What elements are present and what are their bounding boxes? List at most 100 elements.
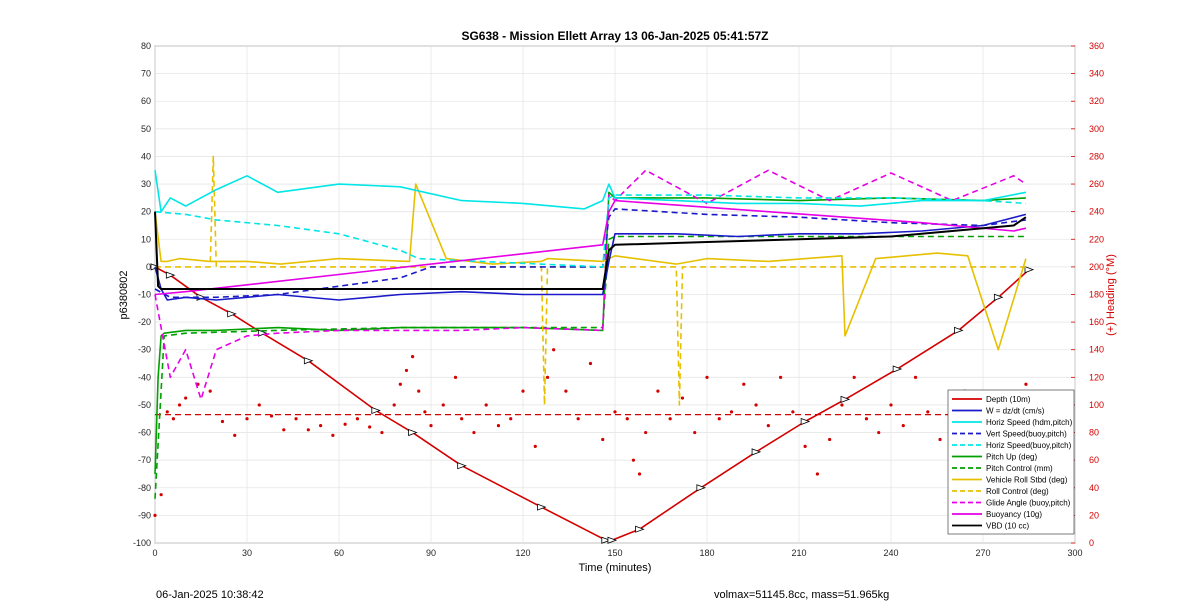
heading-point bbox=[380, 430, 384, 435]
legend-label: Depth (10m) bbox=[986, 395, 1031, 404]
heading-point bbox=[840, 403, 844, 407]
y-tick-label: 0 bbox=[146, 262, 151, 272]
y-tick-label: -100 bbox=[133, 538, 151, 548]
y-right-tick-label: 60 bbox=[1089, 455, 1099, 465]
heading-point bbox=[545, 375, 550, 379]
heading-point bbox=[631, 458, 636, 462]
y-tick-label: -80 bbox=[138, 483, 151, 493]
heading-point bbox=[552, 348, 556, 352]
depth-marker bbox=[303, 357, 314, 365]
y-tick-label: 50 bbox=[141, 124, 151, 134]
y-right-tick-label: 160 bbox=[1089, 317, 1104, 327]
heading-point bbox=[171, 417, 175, 421]
x-axis-label: Time (minutes) bbox=[579, 562, 652, 574]
depth-marker bbox=[1024, 266, 1035, 274]
heading-point bbox=[355, 417, 359, 421]
y-right-tick-label: 260 bbox=[1089, 179, 1104, 189]
heading-point bbox=[423, 410, 427, 414]
depth-marker bbox=[457, 462, 467, 470]
heading-point bbox=[392, 403, 396, 407]
heading-point bbox=[159, 493, 163, 497]
y-right-tick-label: 200 bbox=[1089, 262, 1104, 272]
heading-point bbox=[901, 424, 905, 428]
depth-marker bbox=[635, 525, 645, 533]
x-tick-label: 150 bbox=[607, 548, 622, 558]
heading-point bbox=[717, 417, 721, 421]
y-tick-label: 30 bbox=[141, 179, 151, 189]
heading-point bbox=[533, 444, 537, 448]
heading-point bbox=[319, 424, 323, 428]
series-line bbox=[154, 183, 1027, 351]
heading-point bbox=[153, 513, 157, 517]
heading-point bbox=[766, 424, 770, 428]
heading-point bbox=[742, 382, 746, 386]
heading-point bbox=[601, 437, 605, 442]
heading-point bbox=[331, 433, 335, 437]
heading-point bbox=[779, 375, 783, 379]
heading-point bbox=[680, 396, 685, 400]
x-tick-label: 90 bbox=[426, 548, 436, 558]
depth-marker bbox=[408, 428, 418, 437]
heading-point bbox=[460, 417, 464, 421]
heading-point bbox=[889, 403, 893, 407]
y-right-tick-label: 20 bbox=[1089, 510, 1099, 520]
heading-point bbox=[165, 410, 169, 414]
heading-point bbox=[177, 403, 182, 407]
heading-point bbox=[729, 410, 734, 414]
chart-title: SG638 - Mission Ellett Array 13 06-Jan-2… bbox=[461, 29, 768, 43]
depth-marker bbox=[601, 536, 611, 544]
heading-point bbox=[913, 375, 918, 379]
legend-label: Roll Control (deg) bbox=[986, 487, 1049, 496]
heading-point bbox=[926, 410, 930, 414]
x-tick-label: 0 bbox=[152, 548, 157, 558]
depth-marker bbox=[751, 448, 762, 456]
heading-point bbox=[343, 422, 347, 426]
series-line bbox=[154, 213, 1027, 301]
depth-marker bbox=[371, 406, 381, 415]
legend-label: W = dz/dt (cm/s) bbox=[986, 407, 1045, 416]
heading-point bbox=[233, 433, 237, 437]
y-right-tick-label: 240 bbox=[1089, 207, 1104, 217]
x-tick-label: 240 bbox=[883, 548, 898, 558]
heading-point bbox=[705, 375, 709, 379]
heading-point bbox=[1024, 382, 1028, 386]
legend-label: Vehicle Roll Stbd (deg) bbox=[986, 476, 1068, 485]
y-tick-label: 10 bbox=[141, 234, 151, 244]
x-tick-label: 180 bbox=[699, 548, 714, 558]
y-right-tick-label: 40 bbox=[1089, 483, 1099, 493]
legend-label: Glide Angle (buoy,pitch) bbox=[986, 499, 1071, 508]
y-tick-label: -20 bbox=[138, 317, 151, 327]
heading-point bbox=[472, 430, 476, 435]
legend-box bbox=[947, 389, 1075, 535]
series-line bbox=[154, 235, 1026, 499]
y-tick-label: 40 bbox=[141, 151, 151, 161]
y-axis-right-label: (+) Heading (°M) bbox=[1105, 254, 1117, 336]
series-line bbox=[155, 155, 1026, 406]
series-line bbox=[154, 169, 1027, 401]
footer-volmax: volmax=51145.8cc, mass=51.965kg bbox=[714, 589, 890, 601]
y-right-tick-label: 140 bbox=[1089, 345, 1104, 355]
heading-point bbox=[588, 361, 593, 366]
heading-point bbox=[625, 417, 629, 421]
heading-point bbox=[564, 389, 568, 393]
y-tick-label: -10 bbox=[138, 290, 151, 300]
heading-point bbox=[441, 403, 445, 407]
y-tick-label: 20 bbox=[141, 207, 151, 217]
y-tick-label: -70 bbox=[138, 455, 151, 465]
y-right-tick-label: 100 bbox=[1089, 400, 1104, 410]
legend: Depth (10m) W = dz/dt (cm/s) Horiz Speed (… bbox=[947, 389, 1075, 535]
heading-point bbox=[398, 382, 402, 386]
heading-point bbox=[269, 414, 274, 418]
heading-point bbox=[521, 389, 525, 393]
heading-point bbox=[613, 410, 617, 414]
series-line bbox=[154, 194, 1026, 268]
series-line bbox=[154, 211, 1027, 290]
heading-point bbox=[453, 375, 458, 379]
y-right-tick-label: 120 bbox=[1089, 372, 1104, 382]
heading-point bbox=[496, 424, 501, 428]
heading-point bbox=[668, 417, 672, 421]
depth-marker bbox=[696, 484, 707, 492]
series-line bbox=[154, 170, 1027, 213]
y-right-tick-label: 300 bbox=[1089, 124, 1104, 134]
legend-label: VBD (10 cc) bbox=[986, 522, 1029, 531]
